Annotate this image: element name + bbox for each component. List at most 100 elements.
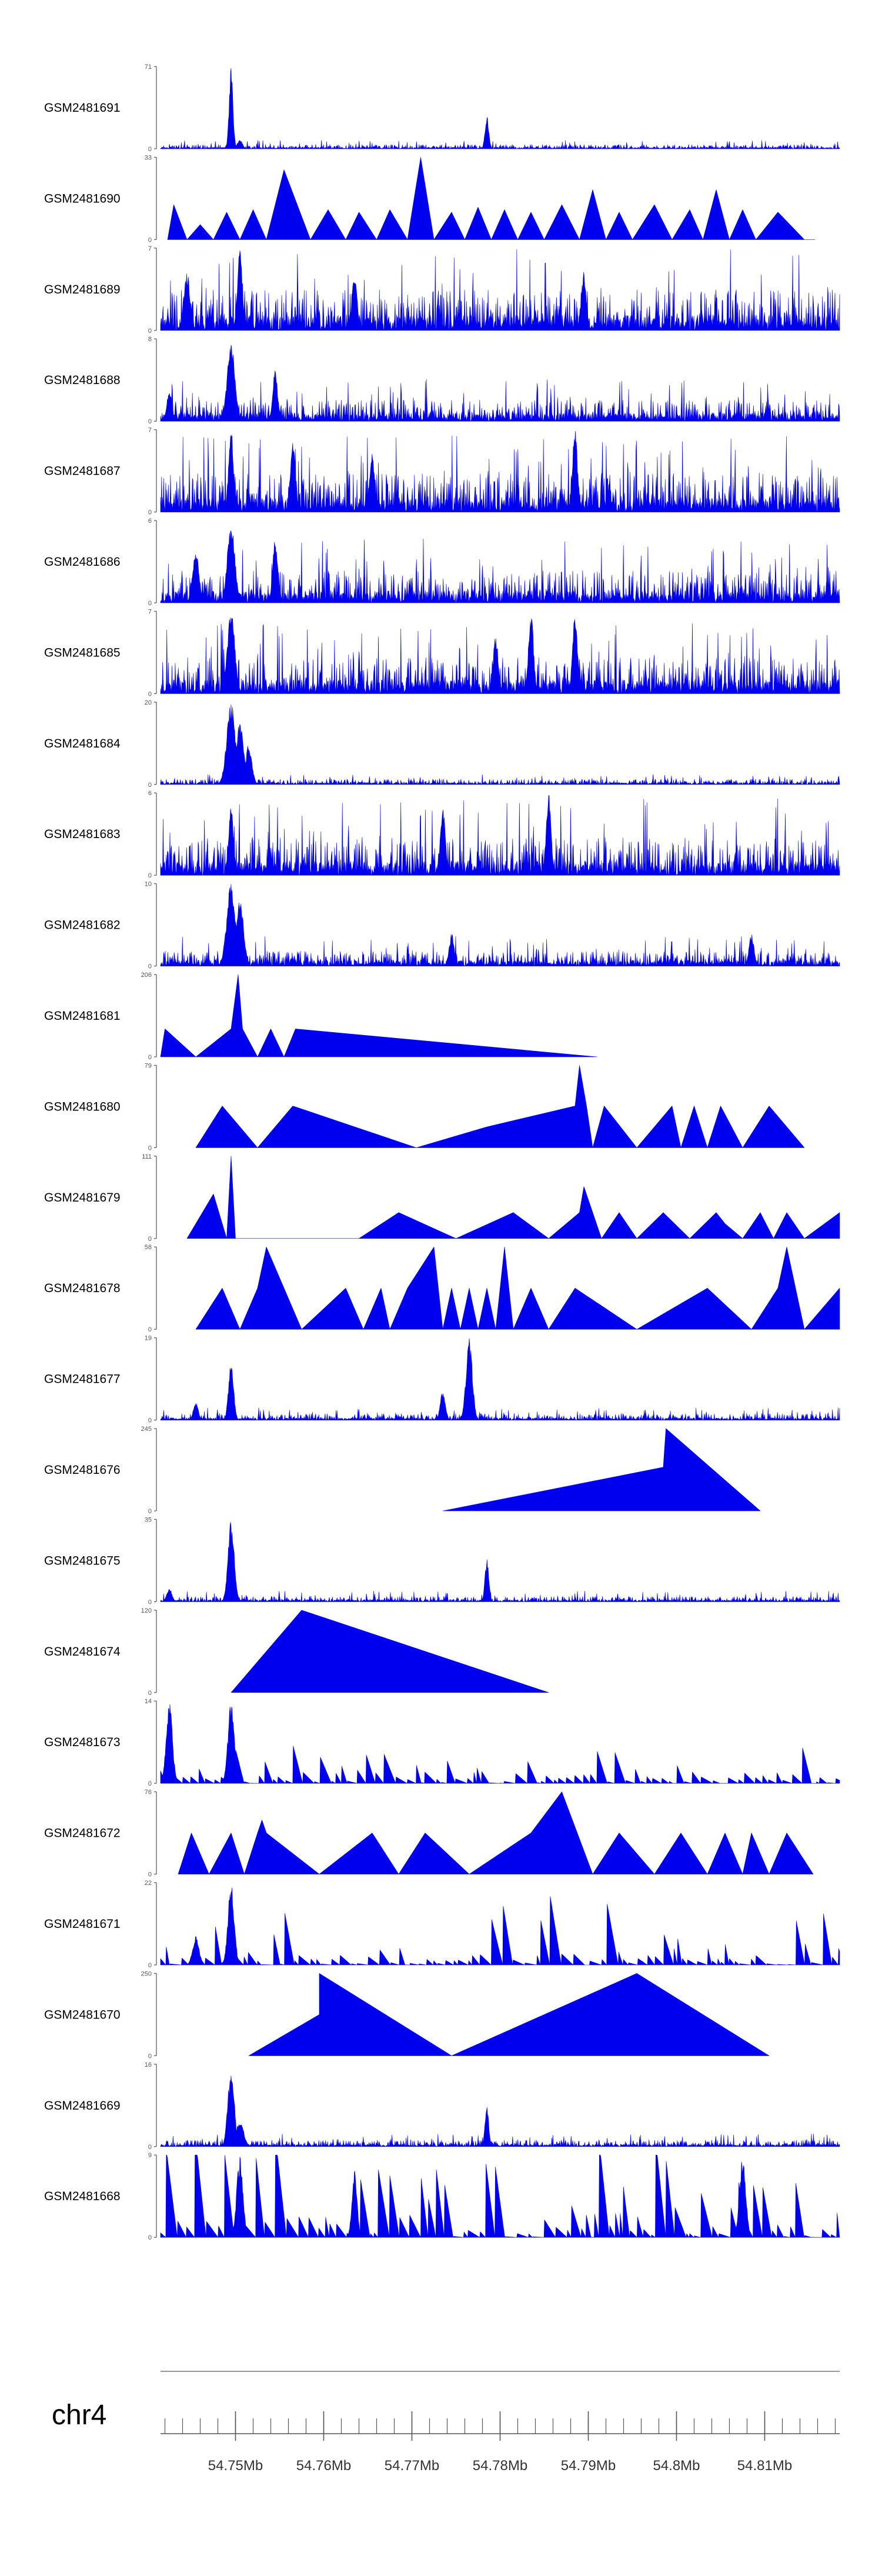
genome-axis-tick-label: 54.76Mb [296, 2458, 351, 2474]
track-GSM2481671: GSM2481671 22 0 [44, 1880, 840, 1969]
track-GSM2481682: GSM2481682 10 0 [44, 881, 840, 970]
track-ymin-label: 0 [148, 2144, 152, 2151]
track-ymax-label: 16 [145, 2061, 152, 2068]
track-ymin-label: 0 [148, 236, 152, 243]
track-ymax-label: 111 [142, 1153, 152, 1160]
track-label: GSM2481677 [44, 1373, 121, 1386]
track-signal-area [160, 2076, 840, 2147]
track-ymin-label: 0 [148, 1054, 152, 1061]
track-label: GSM2481672 [44, 1827, 121, 1840]
track-GSM2481686: GSM2481686 6 0 [44, 518, 840, 607]
track-GSM2481673: GSM2481673 14 0 [44, 1698, 840, 1787]
track-ymin-label: 0 [148, 2053, 152, 2060]
track-ymin-label: 0 [148, 418, 152, 425]
track-signal-area [160, 530, 840, 603]
track-label: GSM2481680 [44, 1100, 121, 1113]
track-ymin-label: 0 [148, 1326, 152, 1333]
track-ymin-label: 0 [148, 782, 152, 789]
track-signal-area [160, 1521, 840, 1602]
track-label: GSM2481688 [44, 373, 121, 387]
track-ymin-label: 0 [148, 1871, 152, 1878]
track-GSM2481689: GSM2481689 7 0 [44, 245, 840, 335]
track-ymin-label: 0 [148, 1599, 152, 1606]
track-signal-area [160, 431, 840, 512]
track-label: GSM2481669 [44, 2099, 121, 2113]
track-ymax-label: 35 [145, 1516, 152, 1523]
track-signal-area [230, 1610, 549, 1693]
track-ymin-label: 0 [148, 872, 152, 879]
track-label: GSM2481674 [44, 1645, 121, 1659]
track-ymax-label: 120 [141, 1607, 152, 1614]
track-GSM2481672: GSM2481672 76 0 [44, 1789, 814, 1878]
track-signal-area [167, 157, 816, 240]
track-ymin-label: 0 [148, 690, 152, 698]
track-ymax-label: 19 [145, 1335, 152, 1342]
track-label: GSM2481673 [44, 1736, 121, 1749]
track-ymax-label: 79 [145, 1062, 152, 1069]
track-ymax-label: 7 [148, 427, 152, 434]
track-signal-area [160, 1887, 840, 1966]
track-ymin-label: 0 [148, 328, 152, 335]
track-GSM2481683: GSM2481683 6 0 [44, 790, 840, 879]
track-label: GSM2481681 [44, 1009, 121, 1023]
track-ymax-label: 8 [148, 336, 152, 343]
track-label: GSM2481668 [44, 2190, 121, 2203]
track-GSM2481680: GSM2481680 79 0 [44, 1062, 805, 1152]
track-GSM2481679: GSM2481679 111 0 [44, 1153, 840, 1243]
track-GSM2481674: GSM2481674 120 0 [44, 1607, 549, 1697]
track-GSM2481681: GSM2481681 206 0 [44, 972, 597, 1061]
track-ymax-label: 58 [145, 1244, 152, 1251]
track-signal-area [160, 2154, 840, 2238]
track-panel: GSM2481691710GSM2481690330GSM248168970GS… [44, 64, 840, 2241]
track-GSM2481669: GSM2481669 16 0 [44, 2061, 840, 2151]
track-ymax-label: 76 [145, 1789, 152, 1796]
track-ymin-label: 0 [148, 1690, 152, 1697]
track-label: GSM2481686 [44, 555, 121, 569]
track-ymax-label: 6 [148, 518, 152, 525]
track-label: GSM2481685 [44, 646, 121, 659]
track-ymin-label: 0 [148, 146, 152, 153]
track-signal-area [160, 1338, 840, 1420]
track-label: GSM2481687 [44, 465, 121, 478]
track-signal-area [248, 1973, 770, 2056]
track-signal-area [178, 1791, 814, 1874]
track-ymin-label: 0 [148, 2234, 152, 2241]
chromosome-label: chr4 [52, 2400, 106, 2431]
track-signal-area [160, 795, 840, 876]
track-ymax-label: 14 [145, 1698, 152, 1705]
track-signal-area [160, 249, 840, 331]
track-ymax-label: 9 [148, 2152, 152, 2159]
track-label: GSM2481670 [44, 2008, 121, 2021]
track-ymin-label: 0 [148, 600, 152, 607]
track-label: GSM2481684 [44, 737, 121, 750]
track-signal-area [160, 704, 840, 785]
genome-axis-tick-label: 54.75Mb [208, 2458, 263, 2474]
track-label: GSM2481683 [44, 827, 121, 841]
track-GSM2481687: GSM2481687 7 0 [44, 427, 840, 516]
track-ymax-label: 33 [145, 154, 152, 161]
track-ymax-label: 250 [141, 1970, 152, 1977]
track-signal-area [160, 617, 840, 694]
track-ymax-label: 206 [141, 972, 152, 979]
track-signal-area [160, 884, 840, 966]
track-label: GSM2481671 [44, 1917, 121, 1931]
track-label: GSM2481691 [44, 101, 121, 115]
chromosome-axis: chr4 54.75Mb 54.76Mb 54.77Mb 54.78Mb 54.79Mb… [52, 2371, 840, 2474]
track-GSM2481675: GSM2481675 35 0 [44, 1516, 840, 1606]
genome-axis-tick-label: 54.78Mb [473, 2458, 527, 2474]
track-ymin-label: 0 [148, 1780, 152, 1787]
track-ymax-label: 7 [148, 245, 152, 252]
track-GSM2481677: GSM2481677 19 0 [44, 1335, 840, 1424]
track-ymax-label: 7 [148, 608, 152, 615]
track-GSM2481688: GSM2481688 8 0 [44, 336, 840, 425]
track-ymin-label: 0 [148, 1144, 152, 1152]
track-GSM2481676: GSM2481676 245 0 [44, 1426, 761, 1515]
track-ymax-label: 22 [145, 1880, 152, 1887]
track-ymax-label: 20 [145, 699, 152, 706]
track-label: GSM2481675 [44, 1554, 121, 1567]
track-label: GSM2481689 [44, 283, 121, 296]
track-label: GSM2481678 [44, 1282, 121, 1295]
track-label: GSM2481682 [44, 919, 121, 932]
